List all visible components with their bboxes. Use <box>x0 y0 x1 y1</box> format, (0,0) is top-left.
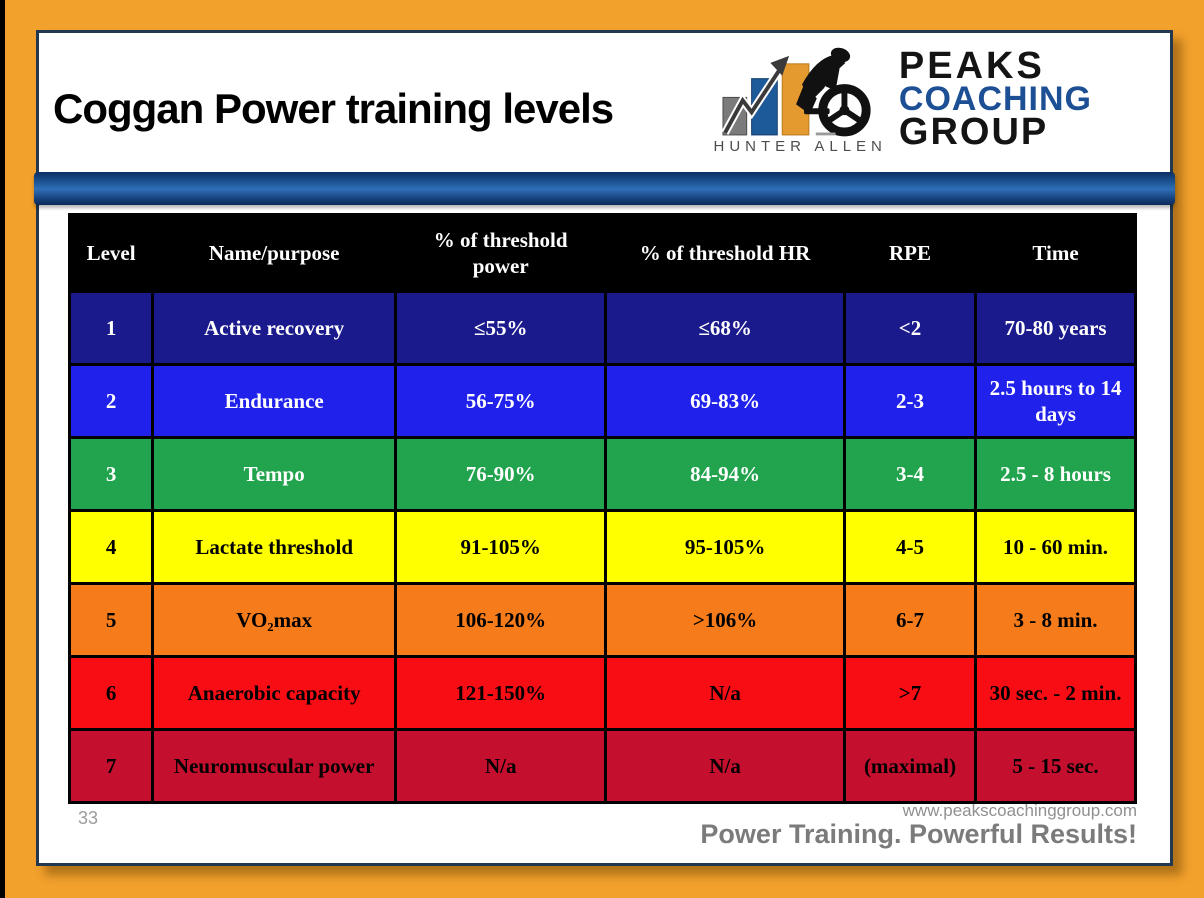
table-row-level-3: 3 Tempo 76-90% 84-94% 3-4 2.5 - 8 hours <box>67 436 1137 512</box>
cell-name: VO₂max <box>151 582 398 658</box>
cell-power: 76-90% <box>394 436 608 512</box>
cell-name: Anaerobic capacity <box>151 655 398 731</box>
brand-group-label: GROUP <box>898 111 1049 154</box>
cell-power: N/a <box>394 728 608 804</box>
cell-name: Endurance <box>151 363 398 439</box>
cell-rpe: 6-7 <box>842 582 978 658</box>
company-tagline: Power Training. Powerful Results! <box>700 818 1137 849</box>
cell-level: 5 <box>67 582 155 658</box>
table-row-level-6: 6 Anaerobic capacity 121-150% N/a >7 30 … <box>67 655 1137 731</box>
table-row-level-7: 7 Neuromuscular power N/a N/a (maximal) … <box>67 728 1137 804</box>
cell-level: 2 <box>67 363 155 439</box>
cell-name: Neuromuscular power <box>151 728 398 804</box>
cell-hr: 95-105% <box>604 509 846 585</box>
table-row-level-1: 1 Active recovery ≤55% ≤68% <2 70-80 yea… <box>67 290 1137 366</box>
cell-rpe: 3-4 <box>842 436 978 512</box>
cell-hr: ≤68% <box>604 290 846 366</box>
training-levels-table: Level Name/purpose % of threshold power … <box>67 213 1137 804</box>
cell-time: 30 sec. - 2 min. <box>974 655 1137 731</box>
brand-coaching-label: COACHING <box>898 79 1092 118</box>
col-header-time: Time <box>974 213 1137 293</box>
table-row-level-2: 2 Endurance 56-75% 69-83% 2-3 2.5 hours … <box>67 363 1137 439</box>
cell-power: 106-120% <box>394 582 608 658</box>
cell-time: 2.5 - 8 hours <box>974 436 1137 512</box>
cell-time: 2.5 hours to 14 days <box>974 363 1137 439</box>
website-url: www.peakscoachinggroup.com <box>902 801 1137 820</box>
table-row-level-4: 4 Lactate threshold 91-105% 95-105% 4-5 … <box>67 509 1137 585</box>
peaks-coaching-group-logo: HUNTER ALLEN PEAKS COACHING GROUP <box>714 43 1092 155</box>
slide-number: 33 <box>78 808 99 828</box>
cell-power: 121-150% <box>394 655 608 731</box>
cell-rpe: <2 <box>842 290 978 366</box>
cyclist-bars-icon <box>721 47 871 137</box>
presentation-slide: Coggan Power training levels <box>34 30 1175 866</box>
cell-power: 91-105% <box>394 509 608 585</box>
page-title: Coggan Power training levels <box>53 85 614 132</box>
cell-name: Lactate threshold <box>151 509 398 585</box>
cell-level: 6 <box>67 655 155 731</box>
cell-level: 7 <box>67 728 155 804</box>
cell-level: 3 <box>67 436 155 512</box>
slide-header: Coggan Power training levels <box>39 33 1170 172</box>
table-row-level-5: 5 VO₂max 106-120% >106% 6-7 3 - 8 min. <box>67 582 1137 658</box>
cell-rpe: 4-5 <box>842 509 978 585</box>
logo-wordmark: PEAKS COACHING GROUP <box>898 43 1092 154</box>
blue-divider-bar <box>34 172 1175 205</box>
cell-time: 10 - 60 min. <box>974 509 1137 585</box>
col-header-name: Name/purpose <box>151 213 398 293</box>
col-header-level: Level <box>67 213 155 293</box>
cell-rpe: (maximal) <box>842 728 978 804</box>
cell-time: 5 - 15 sec. <box>974 728 1137 804</box>
hunter-allen-label: HUNTER ALLEN <box>713 138 887 155</box>
cell-hr: >106% <box>604 582 846 658</box>
cell-hr: 84-94% <box>604 436 846 512</box>
screen-edge-strip <box>0 0 5 898</box>
cell-level: 1 <box>67 290 155 366</box>
cyclist-icon <box>796 47 851 115</box>
col-header-power: % of threshold power <box>394 213 608 293</box>
cell-hr: N/a <box>604 655 846 731</box>
cell-hr: N/a <box>604 728 846 804</box>
cell-rpe: 2-3 <box>842 363 978 439</box>
table-header-row: Level Name/purpose % of threshold power … <box>67 213 1137 293</box>
cell-name: Tempo <box>151 436 398 512</box>
cell-time: 3 - 8 min. <box>974 582 1137 658</box>
slide-footer: 33 www.peakscoachinggroup.com Power Trai… <box>39 801 1170 856</box>
cell-name: Active recovery <box>151 290 398 366</box>
col-header-hr: % of threshold HR <box>604 213 846 293</box>
footer-branding: www.peakscoachinggroup.com Power Trainin… <box>700 801 1137 849</box>
col-header-rpe: RPE <box>842 213 978 293</box>
cell-power: ≤55% <box>394 290 608 366</box>
cell-rpe: >7 <box>842 655 978 731</box>
cell-level: 4 <box>67 509 155 585</box>
cell-time: 70-80 years <box>974 290 1137 366</box>
cell-hr: 69-83% <box>604 363 846 439</box>
brand-peaks-label: PEAKS <box>898 45 1045 87</box>
training-levels-table-container: Level Name/purpose % of threshold power … <box>67 213 1137 804</box>
cell-power: 56-75% <box>394 363 608 439</box>
logo-graphic: HUNTER ALLEN <box>714 43 887 155</box>
